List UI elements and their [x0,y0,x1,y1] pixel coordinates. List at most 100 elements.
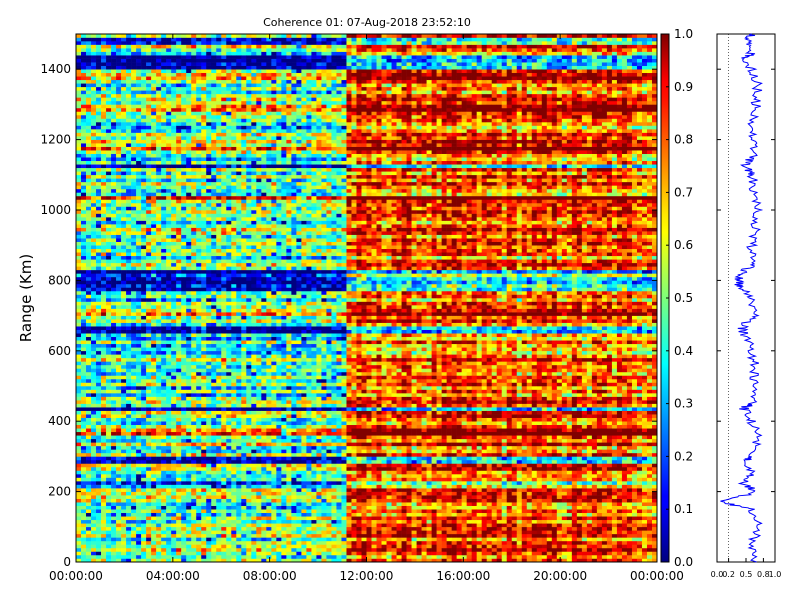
heatmap-cell [86,93,92,98]
heatmap-cell [76,558,82,563]
heatmap-cell [146,343,152,348]
heatmap-cell [176,167,182,172]
heatmap-cell [231,118,237,123]
heatmap-cell [221,474,227,478]
heatmap-cell [191,333,197,338]
heatmap-cell [106,484,112,489]
heatmap-cell [91,463,97,468]
heatmap-cell [226,283,232,288]
heatmap-cell [216,414,222,418]
heatmap-cell [91,273,97,278]
heatmap-cell [236,41,242,45]
heatmap-cell [136,122,142,126]
heatmap-cell [76,287,82,292]
heatmap-cell [161,435,167,440]
heatmap-cell [121,322,127,327]
heatmap-cell [156,252,162,257]
heatmap-cell [216,502,222,506]
heatmap-cell [221,160,227,165]
heatmap-cell [81,495,87,499]
heatmap-cell [81,62,87,66]
heatmap-cell [201,371,207,376]
heatmap-cell [101,125,107,130]
heatmap-cell [106,393,112,397]
heatmap-cell [236,407,242,411]
heatmap-cell [231,287,237,292]
heatmap-cell [151,217,157,221]
heatmap-cell [111,171,117,176]
heatmap-cell [121,234,127,239]
heatmap-cell [176,438,182,443]
heatmap-cell [91,283,97,288]
heatmap-cell [191,523,197,528]
heatmap-cell [176,530,182,535]
heatmap-cell [186,442,192,447]
heatmap-cell [111,146,117,151]
heatmap-cell [196,188,202,193]
heatmap-cell [156,519,162,524]
heatmap-cell [116,65,122,70]
heatmap-cell [96,93,102,98]
heatmap-cell [146,227,152,232]
heatmap-cell [226,86,232,91]
heatmap-cell [171,238,177,242]
heatmap-cell [236,287,242,292]
heatmap-cell [166,414,172,418]
heatmap-cell [161,431,167,436]
heatmap-cell [116,178,122,183]
heatmap-cell [86,386,92,390]
heatmap-cell [76,396,82,401]
heatmap-cell [166,210,172,214]
heatmap-cell [76,400,82,404]
heatmap-cell [191,79,197,84]
heatmap-cell [171,86,177,91]
heatmap-cell [226,343,232,348]
heatmap-cell [131,206,137,211]
heatmap-cell [111,44,117,49]
heatmap-cell [101,470,107,475]
heatmap-cell [181,224,187,228]
heatmap-cell [186,347,192,352]
heatmap-cell [81,188,87,193]
heatmap-cell [176,431,182,436]
heatmap-cell [196,287,202,292]
heatmap-cell [151,69,157,74]
heatmap-cell [91,421,97,426]
heatmap-cell [196,181,202,186]
heatmap-cell [231,452,237,457]
heatmap-cell [161,386,167,390]
heatmap-cell [141,129,147,133]
heatmap-cell [196,118,202,123]
heatmap-cell [186,495,192,499]
heatmap-cell [216,326,222,330]
heatmap-cell [141,199,147,204]
heatmap-cell [106,199,112,204]
heatmap-cell [186,375,192,380]
heatmap-cell [121,498,127,503]
heatmap-cell [116,445,122,450]
heatmap-cell [171,403,177,408]
heatmap-cell [156,498,162,503]
heatmap-cell [131,220,137,225]
heatmap-cell [171,378,177,383]
heatmap-cell [166,544,172,549]
heatmap-cell [141,44,147,49]
heatmap-cell [181,407,187,411]
heatmap-cell [236,558,242,563]
heatmap-cell [221,146,227,151]
heatmap-cell [196,523,202,528]
heatmap-cell [196,445,202,450]
heatmap-cell [196,533,202,538]
heatmap-cell [116,428,122,433]
heatmap-cell [231,48,237,52]
heatmap-cell [236,537,242,542]
heatmap-cell [191,329,197,334]
heatmap-cell [91,551,97,556]
heatmap-cell [236,389,242,394]
heatmap-cell [76,100,82,105]
heatmap-cell [181,488,187,492]
heatmap-cell [156,442,162,447]
heatmap-cell [171,199,177,204]
heatmap-cell [201,540,207,545]
heatmap-cell [146,326,152,330]
